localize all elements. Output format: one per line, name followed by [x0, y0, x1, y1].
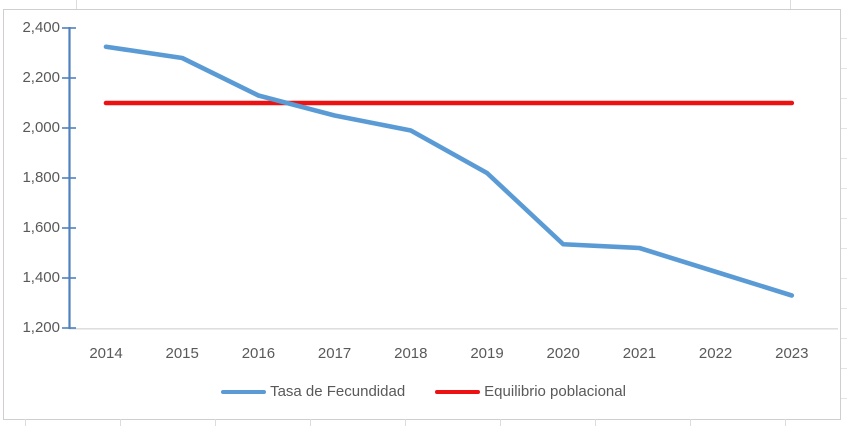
- gridline-stub: [841, 68, 847, 69]
- gridline-stub: [405, 419, 406, 426]
- gridline-stub: [841, 128, 847, 129]
- y-tick-label: 1,800: [22, 169, 60, 186]
- gridline-stub: [841, 308, 847, 309]
- x-tick-label: 2017: [317, 345, 352, 362]
- x-tick-label: 2014: [89, 345, 123, 362]
- gridline-stub: [841, 38, 847, 39]
- gridline-stub: [841, 368, 847, 369]
- gridline-stub: [841, 398, 847, 399]
- fertility-series-line[interactable]: [103, 44, 795, 298]
- y-tick-label: 2,400: [22, 19, 60, 36]
- legend-label-equilibrium: Equilibrio poblacional: [484, 383, 626, 400]
- x-tick-label: 2022: [698, 345, 733, 362]
- legend: Tasa de Fecundidad Equilibrio poblaciona…: [0, 383, 847, 400]
- x-tick-label: 2020: [546, 345, 580, 362]
- gridline-stub: [690, 419, 691, 426]
- chart-border: [3, 9, 841, 420]
- x-tick-label: 2019: [470, 345, 504, 362]
- x-tick-label: 2023: [775, 345, 809, 362]
- gridline-stub: [790, 0, 791, 9]
- x-tick-label: 2018: [394, 345, 428, 362]
- gridline-stub: [841, 278, 847, 279]
- x-tick-label: 2021: [622, 345, 657, 362]
- gridline-stub: [215, 419, 216, 426]
- fertility-line-swatch: [221, 389, 267, 394]
- y-tick-label: 1,400: [22, 269, 60, 286]
- gridline-stub: [841, 98, 847, 99]
- gridline-stub: [500, 419, 501, 426]
- y-tick-label: 2,200: [22, 69, 60, 86]
- gridline-stub: [841, 248, 847, 249]
- gridline-stub: [841, 158, 847, 159]
- x-tick-label: 2015: [165, 345, 199, 362]
- legend-item-equilibrio-poblacional[interactable]: Equilibrio poblacional: [435, 383, 626, 400]
- legend-item-tasa-de-fecundidad[interactable]: Tasa de Fecundidad: [221, 383, 405, 400]
- y-tick-label: 1,200: [22, 319, 60, 336]
- gridline-stub: [841, 188, 847, 189]
- y-tick-label: 1,600: [22, 219, 60, 236]
- gridline-stub: [841, 218, 847, 219]
- y-tick-label: 2,000: [22, 119, 60, 136]
- legend-label-fertility: Tasa de Fecundidad: [270, 383, 406, 400]
- gridline-stub: [120, 419, 121, 426]
- gridline-stub: [785, 419, 786, 426]
- x-tick-label: 2016: [241, 345, 276, 362]
- gridline-stub: [841, 338, 847, 339]
- gridline-stub: [76, 0, 77, 9]
- gridline-stub: [595, 419, 596, 426]
- gridline-stub: [25, 419, 26, 426]
- equilibrium-line-swatch: [435, 389, 481, 394]
- gridline-stub: [310, 419, 311, 426]
